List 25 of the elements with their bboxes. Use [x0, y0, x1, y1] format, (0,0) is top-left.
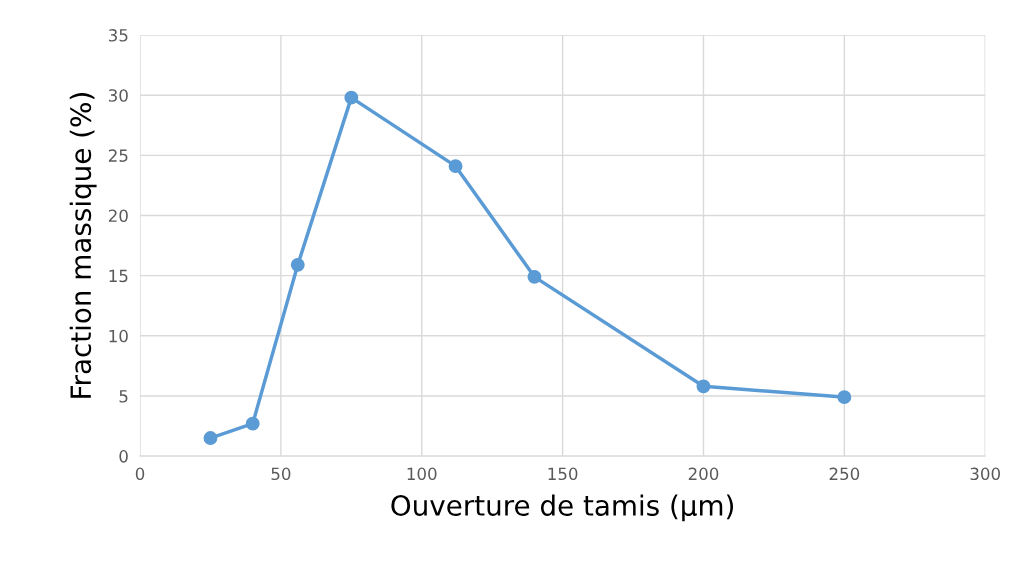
y-tick-label: 15 [109, 269, 128, 283]
y-tick-label: 10 [109, 329, 128, 343]
point [203, 431, 218, 446]
y-tick-label: 5 [119, 390, 128, 403]
point [696, 379, 711, 394]
x-tick-label: 200 [688, 467, 719, 481]
x-tick-label: 150 [548, 467, 578, 481]
y-tick-label: 25 [108, 149, 128, 162]
y-axis-title: Fraction massique (%) [69, 93, 97, 398]
y-tick-label: 30 [108, 89, 128, 102]
y-tick-label: 0 [119, 450, 128, 463]
point [290, 257, 305, 272]
x-tick-label: 300 [970, 467, 1001, 481]
point [245, 416, 260, 431]
x-axis-title: Ouverture de tamis (µm) [391, 494, 734, 522]
point [344, 90, 359, 105]
y-tick-label: 20 [108, 209, 128, 223]
x-tick-label: 50 [271, 467, 291, 481]
point [448, 159, 463, 174]
x-tick-label: 250 [829, 467, 860, 481]
point [527, 269, 542, 284]
x-tick-label: 0 [135, 467, 145, 481]
point [837, 390, 852, 405]
x-tick-label: 100 [407, 467, 437, 481]
y-tick-label: 35 [108, 29, 128, 42]
